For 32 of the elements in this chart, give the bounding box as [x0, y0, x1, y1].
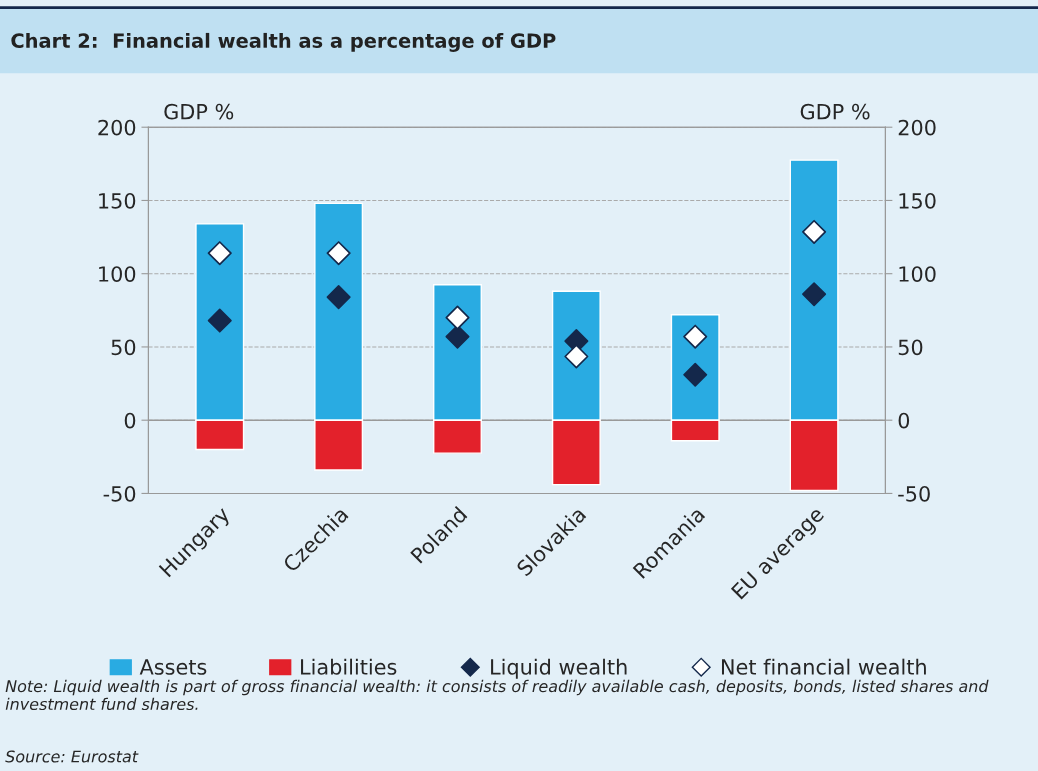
y2-tick-label: 200 — [898, 119, 936, 136]
y-tick-label: 50 — [111, 339, 136, 356]
y2-tick-label: 0 — [898, 412, 910, 429]
y-tick-label: 200 — [98, 119, 136, 136]
y2-axis-title: GDP % — [800, 103, 870, 120]
y2-tick-label: 100 — [899, 266, 936, 282]
legend-label: Net financial wealth — [721, 658, 926, 675]
y2-tick-label: 50 — [898, 339, 923, 356]
legend-label: Liabilities — [301, 658, 397, 675]
legend-label: Assets — [139, 659, 207, 675]
point — [207, 308, 232, 333]
legend-label: Liquid wealth — [491, 658, 627, 679]
y2-tick-label: -50 — [898, 485, 930, 502]
point — [326, 241, 351, 266]
point — [683, 324, 708, 349]
y-axis-title: GDP % — [164, 103, 234, 120]
point — [445, 324, 470, 349]
point — [326, 285, 351, 310]
y-tick-label: 100 — [99, 266, 136, 282]
point — [802, 219, 827, 244]
y-tick-label: -50 — [103, 485, 136, 502]
point — [564, 344, 589, 369]
point — [802, 282, 827, 307]
text: Note: Liquid wealth is part of gross financial wealth: it consists of readily available cash, deposits, bonds, listed shares and investment fund shares. — [5, 679, 989, 711]
y-tick-label: 150 — [99, 192, 136, 209]
y-tick-label: 0 — [124, 412, 136, 429]
y2-tick-label: 150 — [899, 192, 936, 209]
source-note: Source: Eurostat — [5, 750, 139, 763]
point — [207, 241, 232, 266]
point — [445, 305, 470, 330]
point — [683, 362, 708, 387]
chart-title: Chart 2: Financial wealth as a percentage of GDP — [11, 32, 556, 52]
